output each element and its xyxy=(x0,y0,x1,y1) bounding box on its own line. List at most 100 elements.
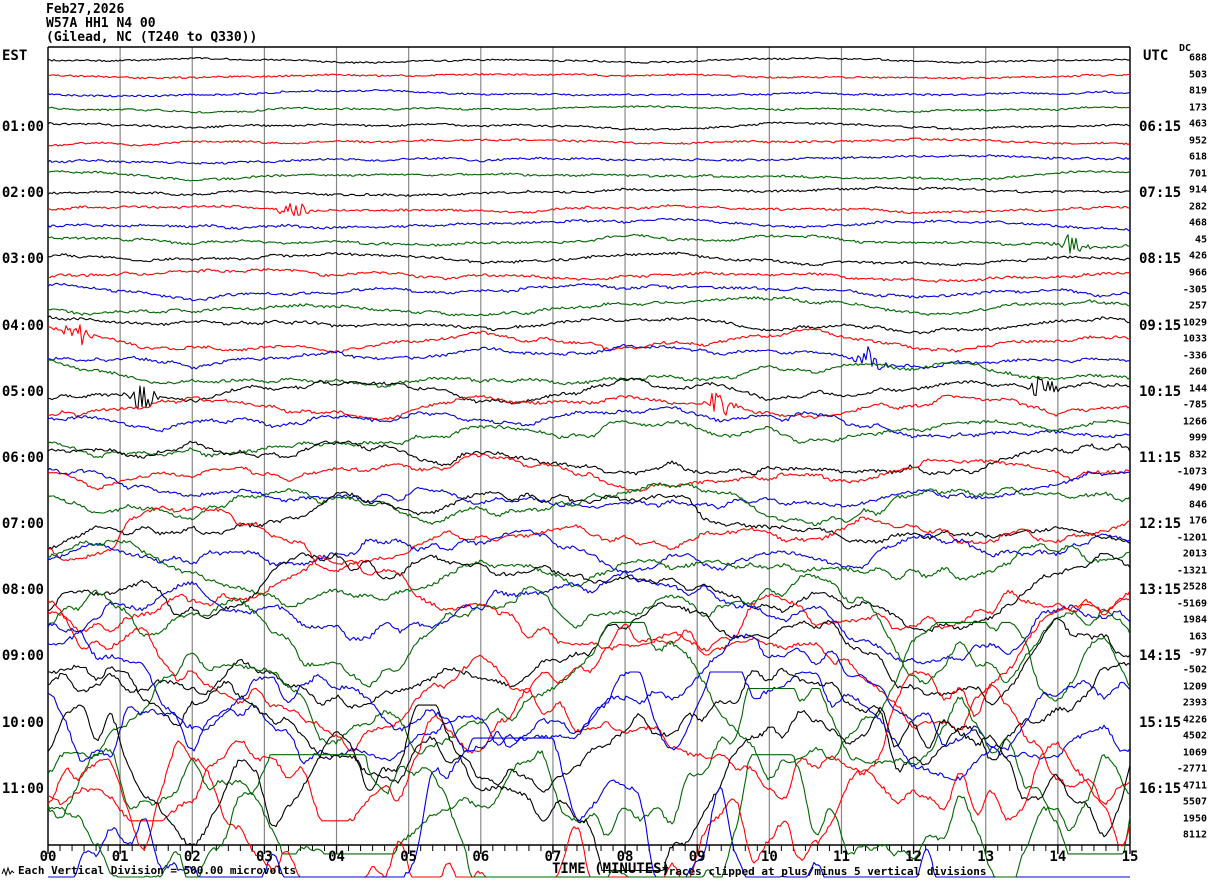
seismo-trace-row-2 xyxy=(47,72,1131,80)
x-tick-label: 04 xyxy=(328,849,345,865)
est-hour-label: 09:00 xyxy=(1,648,44,665)
clip-note: Traces clipped at plus/minus 5 vertical … xyxy=(662,865,987,878)
seismo-trace-row-32 xyxy=(47,539,1131,608)
seismo-trace-row-47 xyxy=(48,737,1130,878)
dc-offset-value: -2771 xyxy=(1176,763,1207,775)
est-hour-label: 04:00 xyxy=(1,317,44,334)
utc-hour-label: 14:15 xyxy=(1139,648,1182,665)
dc-offset-value: -1073 xyxy=(1176,466,1207,477)
seismo-trace-row-42 xyxy=(47,670,1131,822)
dc-offset-value: 688 xyxy=(1188,52,1207,64)
dc-offset-value: 503 xyxy=(1188,69,1207,81)
dc-offset-value: -785 xyxy=(1182,399,1207,411)
x-tick-label: 09 xyxy=(688,849,706,865)
seismo-trace-row-16 xyxy=(47,295,1131,317)
dc-offset-value: 618 xyxy=(1188,151,1207,163)
seismo-trace-row-40 xyxy=(47,621,1131,781)
seismo-trace-row-24 xyxy=(47,419,1131,459)
seismo-trace-row-35 xyxy=(47,570,1131,665)
title-station: W57A HH1 N4 00 xyxy=(46,16,156,31)
dc-offset-value: 966 xyxy=(1188,267,1207,279)
seismo-trace-row-33 xyxy=(47,552,1131,633)
dc-offset-value: 2013 xyxy=(1182,548,1207,560)
seismo-trace-row-14 xyxy=(48,268,1131,283)
dc-offset-value: 163 xyxy=(1188,631,1207,643)
seismo-trace-row-37 xyxy=(47,601,1131,709)
dc-offset-value: 2393 xyxy=(1182,697,1207,709)
dc-offset-value: 819 xyxy=(1188,85,1207,97)
seismo-trace-row-39 xyxy=(47,623,1131,765)
dc-offset-value: 5507 xyxy=(1182,796,1207,808)
utc-hour-label: 10:15 xyxy=(1139,383,1182,400)
dc-offset-value: 846 xyxy=(1188,499,1207,511)
utc-hour-label: 13:15 xyxy=(1139,582,1182,599)
seismo-trace-row-41 xyxy=(47,661,1131,793)
seismo-trace-row-18 xyxy=(47,324,1131,354)
seismo-trace-row-28 xyxy=(47,482,1131,527)
seismo-trace-row-30 xyxy=(47,505,1131,573)
x-tick-label: 10 xyxy=(760,849,778,865)
seismo-trace-row-46 xyxy=(47,740,1131,878)
dc-offset-value: 173 xyxy=(1188,102,1207,114)
seismo-trace-row-4 xyxy=(47,105,1131,114)
seismo-trace-row-23 xyxy=(47,406,1131,439)
seismo-trace-row-15 xyxy=(47,282,1131,302)
est-hour-label: 07:00 xyxy=(1,516,44,533)
dc-offset-value: 282 xyxy=(1188,201,1207,213)
dc-offset-value: -305 xyxy=(1182,284,1207,296)
seismo-trace-row-19 xyxy=(47,343,1131,371)
dc-offset-value: 4502 xyxy=(1182,730,1207,742)
est-hour-label: 10:00 xyxy=(1,714,44,731)
x-tick-label: 13 xyxy=(977,849,995,865)
dc-offset-value: 952 xyxy=(1188,135,1207,147)
title-location: (Gilead, NC (T240 to Q330)) xyxy=(46,30,258,45)
est-axis-header: EST xyxy=(2,48,28,64)
dc-offset-value: 426 xyxy=(1188,250,1207,262)
dc-offset-value: 832 xyxy=(1188,449,1207,461)
est-hour-label: 02:00 xyxy=(1,185,44,202)
x-tick-label: 14 xyxy=(1049,849,1067,865)
dc-offset-value: -5169 xyxy=(1176,598,1207,610)
dc-offset-value: 257 xyxy=(1188,300,1207,312)
seismo-trace-row-34 xyxy=(47,554,1131,652)
dc-offset-value: 45 xyxy=(1194,234,1207,246)
seismo-trace-row-26 xyxy=(47,453,1131,492)
utc-hour-label: 16:15 xyxy=(1139,780,1182,797)
seismo-trace-row-25 xyxy=(47,440,1131,476)
dc-offset-value: 1950 xyxy=(1182,813,1207,825)
est-hour-label: 01:00 xyxy=(1,119,44,136)
seismo-trace-row-12 xyxy=(47,233,1131,254)
x-tick-label: 01 xyxy=(111,849,129,865)
dc-offset-value: 2528 xyxy=(1182,581,1207,593)
dc-axis-header: DC xyxy=(1179,43,1192,54)
seismo-trace-row-45 xyxy=(47,704,1131,872)
seismo-trace-row-9 xyxy=(47,185,1131,198)
utc-hour-label: 09:15 xyxy=(1139,317,1182,334)
est-hour-label: 03:00 xyxy=(1,251,44,268)
dc-offset-value: -336 xyxy=(1182,350,1207,362)
seismo-trace-row-13 xyxy=(47,251,1131,267)
seismo-trace-row-36 xyxy=(47,573,1131,688)
dc-offset-value: -1201 xyxy=(1176,532,1207,544)
x-axis-title: TIME (MINUTES) xyxy=(552,861,671,877)
seismo-trace-row-5 xyxy=(47,121,1131,131)
est-hour-label: 08:00 xyxy=(1,582,44,599)
dc-offset-value: -502 xyxy=(1182,664,1207,676)
dc-offset-value: 8112 xyxy=(1182,829,1207,841)
seismo-trace-row-27 xyxy=(47,467,1131,510)
dc-offset-value: 4226 xyxy=(1182,714,1207,726)
seismo-trace-row-31 xyxy=(47,529,1131,574)
dc-offset-value: 260 xyxy=(1188,366,1207,378)
x-tick-label: 05 xyxy=(400,849,418,865)
seismo-trace-row-8 xyxy=(47,170,1131,182)
est-hour-label: 06:00 xyxy=(1,449,44,466)
dc-offset-value: 1029 xyxy=(1182,317,1207,329)
est-hour-label: 11:00 xyxy=(1,780,44,797)
seismo-trace-row-22 xyxy=(47,392,1131,421)
x-tick-label: 07 xyxy=(544,849,562,865)
mini-waveform-glyph xyxy=(1,866,15,877)
x-tick-label: 06 xyxy=(472,849,490,865)
seismo-trace-row-3 xyxy=(47,89,1131,98)
seismo-trace-row-48 xyxy=(47,754,1131,878)
